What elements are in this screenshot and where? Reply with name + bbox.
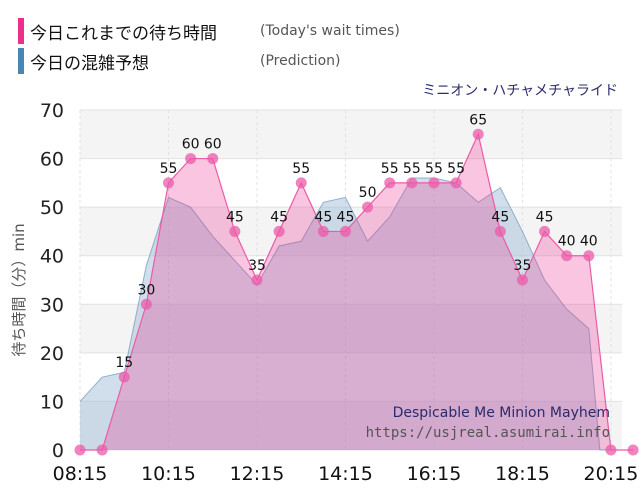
plot-area <box>80 110 622 450</box>
y-tick-label: 40 <box>40 246 64 268</box>
data-label: 55 <box>160 161 178 177</box>
x-tick-label: 16:15 <box>407 463 462 485</box>
y-tick-label: 60 <box>40 149 64 171</box>
data-point <box>583 250 595 262</box>
data-point <box>118 371 130 383</box>
data-label: 55 <box>447 161 465 177</box>
x-axis-ticks: 08:15 10:15 12:15 14:15 16:15 18:15 20:15 <box>53 463 639 485</box>
data-point <box>273 225 285 237</box>
y-tick-label: 0 <box>52 440 64 462</box>
x-tick-label: 20:15 <box>584 463 639 485</box>
data-label: 55 <box>292 161 310 177</box>
data-point <box>605 444 617 456</box>
data-point <box>494 225 506 237</box>
x-tick-label: 12:15 <box>230 463 285 485</box>
data-point <box>627 444 639 456</box>
legend-swatch-prediction <box>18 48 24 74</box>
data-label: 50 <box>359 185 377 201</box>
data-label: 45 <box>270 209 288 225</box>
y-tick-label: 30 <box>40 294 64 316</box>
data-point <box>539 225 551 237</box>
legend-note-today: (Today's wait times) <box>260 23 400 39</box>
data-point <box>317 225 329 237</box>
y-axis-ticks: 0 10 20 30 40 50 60 70 <box>40 100 64 462</box>
legend-label-today: 今日これまでの待ち時間 <box>30 23 217 44</box>
x-tick-label: 14:15 <box>318 463 373 485</box>
data-label: 30 <box>137 282 155 298</box>
data-point <box>229 225 241 237</box>
y-tick-label: 20 <box>40 343 64 365</box>
y-tick-label: 50 <box>40 197 64 219</box>
legend: 今日これまでの待ち時間 (Today's wait times) 今日の混雑予想… <box>18 16 400 76</box>
y-tick-label: 70 <box>40 100 64 122</box>
legend-item-today[interactable]: 今日これまでの待ち時間 (Today's wait times) <box>18 16 400 46</box>
plot-background <box>80 110 622 450</box>
data-label: 55 <box>403 161 421 177</box>
data-point <box>339 225 351 237</box>
grid-band <box>80 401 622 450</box>
grid-band <box>80 207 622 256</box>
data-label: 55 <box>381 161 399 177</box>
grid-band <box>80 110 622 159</box>
series-areas <box>79 132 634 451</box>
data-label: 65 <box>469 112 487 128</box>
data-label: 45 <box>536 209 554 225</box>
grid-band <box>80 304 622 353</box>
source-url: https://usjreal.asumirai.info <box>366 425 610 441</box>
data-point <box>406 177 418 189</box>
data-label: 55 <box>425 161 443 177</box>
legend-item-prediction[interactable]: 今日の混雑予想 (Prediction) <box>18 46 400 76</box>
data-point <box>362 201 374 213</box>
data-label: 40 <box>558 234 576 250</box>
data-point <box>450 177 462 189</box>
grid-lines <box>79 109 622 451</box>
attraction-english-name: Despicable Me Minion Mayhem <box>393 405 610 421</box>
data-label: 45 <box>314 209 332 225</box>
x-tick-label: 18:15 <box>495 463 550 485</box>
data-point <box>185 153 197 165</box>
y-axis-label: 待ち時間（分）min <box>10 223 28 356</box>
x-tick-label: 10:15 <box>141 463 196 485</box>
data-point <box>472 128 484 140</box>
y-tick-label: 10 <box>40 391 64 413</box>
today-area <box>80 134 634 451</box>
x-tick-label: 08:15 <box>53 463 108 485</box>
data-points <box>74 128 639 456</box>
data-point <box>74 444 86 456</box>
prediction-area <box>80 178 634 450</box>
data-point <box>140 298 152 310</box>
data-label: 35 <box>248 258 266 274</box>
data-label: 45 <box>226 209 244 225</box>
data-label: 35 <box>514 258 532 274</box>
data-label: 15 <box>115 355 133 371</box>
data-point <box>295 177 307 189</box>
legend-label-prediction: 今日の混雑予想 <box>30 53 149 74</box>
data-label: 60 <box>204 137 222 153</box>
data-point <box>162 177 174 189</box>
data-point <box>384 177 396 189</box>
data-label: 45 <box>491 209 509 225</box>
data-label: 40 <box>580 234 598 250</box>
data-point <box>251 274 263 286</box>
data-label: 45 <box>337 209 355 225</box>
data-point <box>96 444 108 456</box>
data-point <box>561 250 573 262</box>
legend-note-prediction: (Prediction) <box>260 53 341 69</box>
data-point <box>428 177 440 189</box>
data-point <box>516 274 528 286</box>
legend-swatch-today <box>18 18 24 44</box>
data-label: 60 <box>182 137 200 153</box>
data-point <box>207 153 219 165</box>
chart-title: ミニオン・ハチャメチャライド <box>422 83 618 99</box>
